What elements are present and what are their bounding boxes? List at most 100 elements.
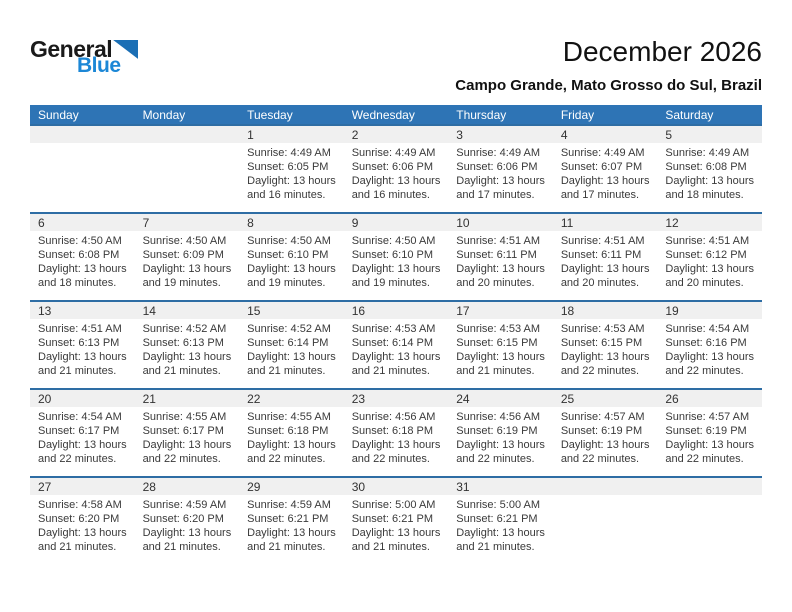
day-number: 14	[142, 304, 156, 318]
day-number: 22	[247, 392, 261, 406]
day-cell: 15 Sunrise: 4:52 AM Sunset: 6:14 PM Dayligh…	[239, 301, 344, 389]
day-details: Sunrise: 4:54 AM Sunset: 6:16 PM Daylight:…	[657, 319, 762, 378]
sunset-text: Sunset: 6:08 PM	[38, 249, 120, 261]
day-number-band	[552, 478, 658, 495]
day-number-band: 5	[657, 126, 762, 143]
day-number-band: 21	[134, 390, 240, 407]
daylight-minutes-text: and 21 minutes.	[247, 541, 326, 553]
calendar-week-row: 13 Sunrise: 4:51 AM Sunset: 6:13 PM Dayligh…	[30, 301, 762, 389]
day-cell: 17 Sunrise: 4:53 AM Sunset: 6:15 PM Dayligh…	[448, 301, 553, 389]
daylight-minutes-text: and 22 minutes.	[560, 453, 640, 465]
sunrise-text: Sunrise: 4:49 AM	[351, 147, 436, 159]
sunset-text: Sunset: 6:20 PM	[142, 513, 224, 525]
daylight-hours-text: Daylight: 13 hours	[560, 439, 650, 451]
day-cell: 16 Sunrise: 4:53 AM Sunset: 6:14 PM Dayligh…	[343, 301, 449, 389]
sunset-text: Sunset: 6:10 PM	[351, 249, 434, 261]
day-number-band: 30	[343, 478, 449, 495]
sunset-text: Sunset: 6:17 PM	[142, 425, 224, 437]
day-details: Sunrise: 4:50 AM Sunset: 6:10 PM Daylight:…	[239, 231, 344, 290]
day-number-band: 11	[552, 214, 658, 231]
day-details: Sunrise: 4:51 AM Sunset: 6:11 PM Daylight:…	[448, 231, 553, 290]
daylight-minutes-text: and 21 minutes.	[142, 541, 221, 553]
day-number: 10	[456, 216, 470, 230]
daylight-hours-text: Daylight: 13 hours	[142, 439, 232, 451]
logo-text-blue: Blue	[77, 54, 121, 77]
daylight-hours-text: Daylight: 13 hours	[351, 351, 441, 363]
day-number: 30	[351, 480, 366, 494]
day-cell: 23 Sunrise: 4:56 AM Sunset: 6:18 PM Dayligh…	[343, 389, 449, 477]
empty-day-cell	[657, 477, 762, 565]
sunrise-text: Sunrise: 4:50 AM	[351, 235, 436, 247]
daylight-minutes-text: and 22 minutes.	[351, 453, 430, 465]
day-details: Sunrise: 4:56 AM Sunset: 6:18 PM Daylight:…	[344, 407, 449, 466]
day-cell: 13 Sunrise: 4:51 AM Sunset: 6:13 PM Dayligh…	[30, 301, 135, 389]
day-number-band: 22	[239, 390, 344, 407]
sunset-text: Sunset: 6:11 PM	[560, 249, 642, 261]
day-details: Sunrise: 4:50 AM Sunset: 6:08 PM Daylight:…	[30, 231, 135, 290]
day-number: 12	[665, 216, 679, 230]
sunrise-text: Sunrise: 4:51 AM	[665, 235, 750, 247]
day-number-band: 29	[239, 478, 344, 495]
day-number: 13	[38, 304, 52, 318]
daylight-hours-text: Daylight: 13 hours	[247, 175, 336, 187]
day-number: 17	[456, 304, 470, 318]
day-number-band: 23	[343, 390, 449, 407]
day-cell: 3 Sunrise: 4:49 AM Sunset: 6:06 PM Daylight…	[448, 125, 553, 213]
daylight-hours-text: Daylight: 13 hours	[456, 439, 545, 451]
day-number: 1	[247, 128, 254, 142]
sunset-text: Sunset: 6:16 PM	[665, 337, 747, 349]
sunrise-text: Sunrise: 5:00 AM	[351, 499, 436, 511]
day-number: 4	[560, 128, 568, 142]
day-cell: 4 Sunrise: 4:49 AM Sunset: 6:07 PM Daylight…	[552, 125, 658, 213]
sunset-text: Sunset: 6:17 PM	[38, 425, 120, 437]
day-number-band	[657, 478, 762, 495]
daylight-hours-text: Daylight: 13 hours	[247, 351, 336, 363]
sunset-text: Sunset: 6:15 PM	[456, 337, 538, 349]
day-number-band: 13	[30, 302, 135, 319]
day-details: Sunrise: 4:49 AM Sunset: 6:08 PM Daylight:…	[657, 143, 762, 202]
sunset-text: Sunset: 6:19 PM	[560, 425, 643, 437]
day-cell: 14 Sunrise: 4:52 AM Sunset: 6:13 PM Dayligh…	[134, 301, 240, 389]
weekday-header-wednesday: Wednesday	[343, 105, 449, 125]
sunrise-text: Sunrise: 4:49 AM	[247, 147, 331, 159]
daylight-minutes-text: and 22 minutes.	[560, 365, 640, 377]
day-cell: 6 Sunrise: 4:50 AM Sunset: 6:08 PM Daylight…	[30, 213, 135, 301]
daylight-minutes-text: and 21 minutes.	[38, 365, 117, 377]
daylight-hours-text: Daylight: 13 hours	[560, 351, 650, 363]
day-details	[553, 495, 658, 498]
daylight-hours-text: Daylight: 13 hours	[351, 263, 441, 275]
sunrise-text: Sunrise: 4:57 AM	[560, 411, 645, 423]
sunrise-text: Sunrise: 4:51 AM	[456, 235, 541, 247]
weekday-header-monday: Monday	[134, 105, 240, 125]
sunset-text: Sunset: 6:11 PM	[456, 249, 537, 261]
daylight-hours-text: Daylight: 13 hours	[560, 263, 650, 275]
daylight-hours-text: Daylight: 13 hours	[247, 527, 336, 539]
day-details: Sunrise: 4:53 AM Sunset: 6:14 PM Daylight:…	[344, 319, 449, 378]
day-details: Sunrise: 4:52 AM Sunset: 6:13 PM Daylight:…	[135, 319, 240, 378]
daylight-hours-text: Daylight: 13 hours	[351, 439, 441, 451]
sunset-text: Sunset: 6:13 PM	[38, 337, 120, 349]
day-cell: 28 Sunrise: 4:59 AM Sunset: 6:20 PM Dayligh…	[134, 477, 240, 565]
sunrise-text: Sunrise: 4:49 AM	[560, 147, 645, 159]
sunrise-text: Sunrise: 4:51 AM	[560, 235, 645, 247]
day-cell: 2 Sunrise: 4:49 AM Sunset: 6:06 PM Daylight…	[343, 125, 449, 213]
sunset-text: Sunset: 6:19 PM	[456, 425, 538, 437]
day-details: Sunrise: 4:50 AM Sunset: 6:09 PM Daylight:…	[135, 231, 240, 290]
daylight-minutes-text: and 20 minutes.	[560, 277, 640, 289]
day-cell: 31 Sunrise: 5:00 AM Sunset: 6:21 PM Dayligh…	[448, 477, 553, 565]
sunrise-text: Sunrise: 4:52 AM	[142, 323, 227, 335]
daylight-minutes-text: and 22 minutes.	[247, 453, 326, 465]
day-cell: 8 Sunrise: 4:50 AM Sunset: 6:10 PM Daylight…	[239, 213, 344, 301]
sunrise-text: Sunrise: 4:59 AM	[142, 499, 227, 511]
day-number-band: 25	[552, 390, 658, 407]
daylight-minutes-text: and 21 minutes.	[456, 541, 535, 553]
sunset-text: Sunset: 6:20 PM	[38, 513, 120, 525]
calendar-week-row: 20 Sunrise: 4:54 AM Sunset: 6:17 PM Dayligh…	[30, 389, 762, 477]
daylight-minutes-text: and 22 minutes.	[38, 453, 117, 465]
day-cell: 27 Sunrise: 4:58 AM Sunset: 6:20 PM Dayligh…	[30, 477, 135, 565]
day-cell: 11 Sunrise: 4:51 AM Sunset: 6:11 PM Dayligh…	[552, 213, 658, 301]
daylight-hours-text: Daylight: 13 hours	[456, 263, 545, 275]
day-cell: 26 Sunrise: 4:57 AM Sunset: 6:19 PM Dayligh…	[657, 389, 762, 477]
day-number-band: 6	[30, 214, 135, 231]
daylight-minutes-text: and 18 minutes.	[38, 277, 117, 289]
